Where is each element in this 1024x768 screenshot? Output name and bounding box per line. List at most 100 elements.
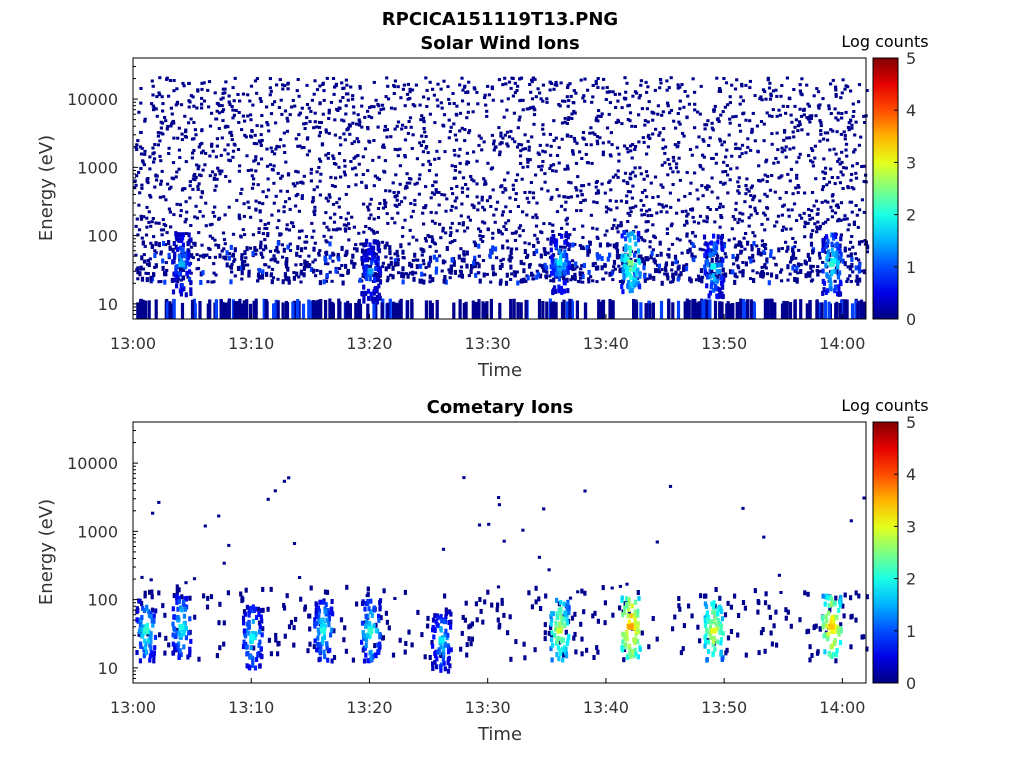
spectrogram-cell (685, 219, 689, 223)
spectrogram-cell (261, 190, 265, 194)
spectrogram-cell (501, 257, 505, 261)
spectrogram-cell (450, 240, 454, 244)
spectrogram-cell (313, 258, 317, 262)
spectrogram-cell (474, 301, 478, 319)
spectrogram-cell (227, 255, 231, 261)
spectrogram-cell (258, 639, 262, 645)
spectrogram-cell (374, 652, 378, 658)
spectrogram-cell (482, 177, 486, 181)
spectrogram-cell (644, 220, 648, 224)
spectrogram-cell (304, 121, 308, 125)
spectrogram-cell (833, 182, 837, 186)
spectrogram-cell (434, 188, 438, 192)
spectrogram-cell (139, 152, 144, 156)
spectrogram-cell (581, 247, 586, 251)
spectrogram-cell (798, 107, 802, 111)
spectrogram-cell (297, 113, 301, 117)
spectrogram-cell (334, 266, 338, 270)
spectrogram-cell (824, 234, 829, 240)
spectrogram-cell (459, 247, 463, 251)
spectrogram-cell (736, 264, 740, 268)
spectrogram-cell (198, 301, 202, 319)
spectrogram-cell (744, 192, 748, 196)
spectrogram-cell (568, 298, 572, 319)
spectrogram-cell (180, 132, 184, 136)
spectrogram-cell (808, 256, 812, 262)
spectrogram-cell (857, 268, 861, 274)
spectrogram-cell (769, 94, 773, 98)
spectrogram-cell (645, 90, 649, 94)
spectrogram-cell (820, 188, 825, 192)
spectrogram-cell (143, 152, 147, 156)
spectrogram-cell (322, 279, 326, 285)
spectrogram-cell (499, 259, 503, 263)
spectrogram-cell (666, 104, 670, 108)
spectrogram-cell (736, 221, 740, 225)
spectrogram-cell (541, 127, 545, 131)
spectrogram-cell (317, 251, 321, 255)
spectrogram-cell (836, 111, 840, 115)
spectrogram-cell (452, 259, 456, 263)
spectrogram-cell (426, 623, 430, 629)
spectrogram-cell (178, 268, 182, 274)
spectrogram-cell (367, 226, 371, 230)
spectrogram-cell (509, 264, 513, 270)
spectrogram-cell (259, 219, 263, 223)
spectrogram-cell (472, 150, 476, 154)
spectrogram-cell (786, 105, 790, 108)
spectrogram-cell (616, 99, 620, 103)
spectrogram-cell (243, 260, 247, 263)
spectrogram-cell (387, 263, 391, 269)
spectrogram-cell (846, 228, 850, 232)
spectrogram-cell (822, 137, 826, 141)
spectrogram-cell (423, 237, 428, 240)
spectrogram-cell (611, 90, 615, 94)
spectrogram-cell (561, 99, 565, 103)
spectrogram-cell (555, 210, 560, 214)
spectrogram-cell (668, 111, 672, 115)
spectrogram-cell (275, 83, 279, 87)
spectrogram-cell (663, 266, 668, 272)
spectrogram-cell (626, 190, 630, 194)
spectrogram-cell (372, 300, 376, 319)
spectrogram-cell (338, 267, 342, 270)
spectrogram-cell (833, 288, 837, 294)
spectrogram-cell (431, 661, 435, 667)
spectrogram-cell (559, 600, 563, 606)
spectrogram-cell (533, 647, 537, 653)
spectrogram-cell (377, 650, 381, 655)
spectrogram-cell (716, 260, 720, 264)
spectrogram-cell (677, 603, 681, 609)
spectrogram-cell (711, 287, 716, 293)
spectrogram-cell (682, 267, 686, 272)
spectrogram-cell (372, 139, 376, 142)
spectrogram-cell (369, 656, 373, 662)
spectrogram-cell (428, 255, 433, 261)
spectrogram-cell (862, 164, 866, 168)
spectrogram-cell (161, 109, 165, 113)
spectrogram-cell (639, 208, 643, 212)
spectrogram-cell (244, 135, 248, 139)
spectrogram-cell (683, 301, 687, 319)
spectrogram-cell (369, 197, 373, 201)
spectrogram-cell (623, 76, 627, 80)
spectrogram-cell (133, 179, 137, 183)
spectrogram-cell (145, 225, 149, 229)
spectrogram-cell (636, 590, 640, 595)
spectrogram-cell (527, 148, 531, 152)
spectrogram-cell (839, 218, 843, 222)
spectrogram-cell (210, 142, 214, 146)
spectrogram-cell (314, 614, 318, 620)
spectrogram-cell (549, 646, 553, 652)
spectrogram-cell (622, 657, 626, 663)
spectrogram-cell (721, 276, 725, 282)
spectrogram-cell (148, 589, 152, 595)
spectrogram-cell (260, 653, 264, 659)
spectrogram-cell (491, 236, 495, 240)
spectrogram-cell (508, 254, 512, 258)
spectrogram-cell (377, 248, 382, 254)
spectrogram-cell (245, 299, 249, 319)
spectrogram-cell (671, 276, 675, 281)
spectrogram-cell (573, 111, 577, 115)
spectrogram-cell (776, 148, 780, 152)
